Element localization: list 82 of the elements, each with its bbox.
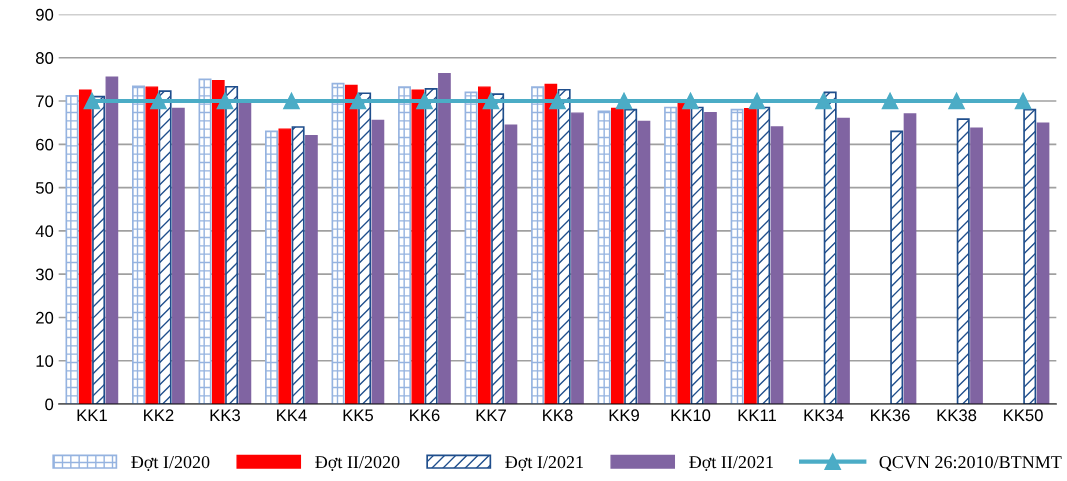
legend-label: QCVN 26:2010/BTNMT	[879, 455, 1062, 471]
bar	[398, 86, 412, 405]
bar	[92, 95, 106, 405]
legend-label: Đợt II/2020	[315, 455, 400, 471]
y-tick-label: 80	[36, 52, 54, 64]
bar	[956, 118, 970, 405]
bar	[198, 78, 212, 405]
bar	[291, 126, 305, 405]
y-tick-label: 30	[35, 268, 54, 281]
y-tick-label: 0	[45, 398, 54, 411]
bar	[331, 82, 345, 405]
bar	[145, 86, 159, 405]
bar	[438, 73, 451, 405]
x-tick-label: KK3	[210, 409, 240, 422]
bar	[305, 134, 318, 405]
bar	[970, 127, 983, 405]
bar	[1023, 108, 1037, 405]
y-tick-label: 50	[35, 181, 54, 194]
x-tick-label: KK6	[410, 409, 440, 422]
bar	[757, 106, 771, 405]
bar	[624, 108, 638, 405]
legend-label: Đợt I/2020	[131, 455, 210, 471]
bar	[65, 94, 79, 405]
x-tick-label: KK34	[804, 409, 844, 422]
bar	[704, 112, 717, 405]
bar	[371, 119, 385, 405]
x-tick-label: KK36	[871, 409, 910, 422]
bar	[105, 76, 119, 405]
bar	[611, 107, 624, 405]
bar	[744, 108, 757, 405]
bar	[477, 86, 491, 405]
bar	[424, 88, 438, 405]
bar	[1036, 122, 1050, 405]
bar	[491, 93, 505, 405]
bar	[571, 112, 584, 405]
bar	[158, 90, 172, 405]
x-tick-label: KK4	[277, 409, 307, 421]
x-tick-label: KK11	[738, 409, 776, 421]
x-tick-label: KK7	[476, 409, 506, 421]
bar	[823, 91, 837, 405]
bar	[690, 106, 704, 405]
bar	[132, 85, 145, 405]
bar	[637, 120, 651, 405]
y-tick-label: 90	[36, 8, 54, 21]
bar	[837, 117, 850, 405]
bar	[78, 89, 92, 405]
bar	[238, 101, 252, 405]
bar	[531, 86, 545, 405]
bar	[411, 89, 425, 405]
bar	[211, 79, 225, 405]
bar	[544, 83, 558, 405]
bar	[172, 107, 185, 405]
y-tick-label: 40	[35, 225, 54, 238]
y-tick-label: 70	[36, 95, 54, 108]
bar	[225, 85, 239, 405]
x-tick-label: KK1	[77, 409, 107, 421]
bar	[504, 124, 518, 405]
x-tick-label: KK9	[609, 409, 639, 422]
x-tick-label: KK5	[343, 409, 374, 422]
y-tick-label: 60	[36, 138, 54, 151]
bar	[464, 91, 478, 405]
bar	[265, 130, 279, 405]
x-tick-label: KK38	[937, 409, 977, 422]
y-tick-label: 20	[36, 311, 54, 324]
bar	[344, 84, 358, 405]
legend-label: Đợt I/2021	[505, 455, 583, 471]
bar	[770, 126, 784, 405]
legend-label: Đợt II/2021	[689, 455, 773, 471]
bar	[903, 113, 917, 405]
x-tick-label: KK2	[144, 409, 174, 421]
bar	[557, 88, 571, 405]
bar	[730, 108, 744, 405]
y-tick-label: 10	[36, 355, 54, 367]
bar	[664, 106, 678, 405]
bar	[278, 128, 292, 405]
bar	[890, 130, 904, 405]
bar	[358, 92, 372, 405]
x-tick-label: KK10	[671, 409, 711, 422]
bar	[597, 110, 611, 405]
bar	[677, 102, 691, 405]
x-tick-label: KK8	[543, 409, 573, 422]
x-tick-label: KK50	[1004, 409, 1043, 422]
